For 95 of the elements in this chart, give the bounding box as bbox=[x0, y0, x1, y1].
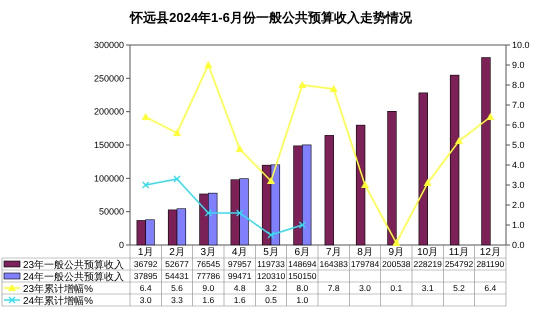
point bbox=[392, 239, 400, 246]
point bbox=[330, 85, 338, 92]
data-label: 3.0 bbox=[359, 283, 372, 293]
data-label: 7.8 bbox=[328, 283, 340, 293]
data-label: 52677 bbox=[165, 259, 190, 269]
y2-tick-label: 10.0 bbox=[512, 40, 530, 50]
x-tick-label: 3月 bbox=[200, 247, 216, 258]
y-tick-label: 150000 bbox=[94, 140, 124, 150]
data-label: 120310 bbox=[256, 271, 286, 281]
y-tick-label: 250000 bbox=[94, 73, 124, 84]
data-label: 254792 bbox=[444, 259, 474, 269]
x-tick-label: 2月 bbox=[169, 247, 185, 258]
point bbox=[298, 81, 306, 88]
point bbox=[361, 181, 369, 188]
x-tick-label: 11月 bbox=[448, 247, 470, 258]
point bbox=[204, 61, 212, 68]
legend-label: 24年累计增幅% bbox=[23, 295, 94, 307]
x-tick-label: 4月 bbox=[232, 247, 248, 258]
bar bbox=[450, 74, 460, 246]
point bbox=[173, 175, 181, 183]
data-label: 1.6 bbox=[202, 295, 215, 305]
legend-label: 23年一般公共预算收入 bbox=[23, 259, 124, 271]
data-label: 3.3 bbox=[171, 295, 184, 305]
data-label: 1.0 bbox=[296, 295, 309, 305]
data-label: 6.4 bbox=[484, 283, 497, 293]
data-label: 54431 bbox=[165, 271, 190, 281]
y2-tick-label: 2.0 bbox=[512, 200, 525, 210]
y-tick-label: 50000 bbox=[98, 206, 124, 217]
bar bbox=[324, 135, 334, 246]
point bbox=[173, 129, 181, 136]
data-label: 3.0 bbox=[140, 295, 152, 305]
data-label: 281190 bbox=[476, 259, 504, 269]
data-label: 76545 bbox=[196, 259, 220, 269]
y2-tick-label: 3.0 bbox=[512, 180, 525, 190]
y2-tick-label: 4.0 bbox=[512, 160, 525, 170]
x-tick-label: 1月 bbox=[138, 247, 154, 258]
x-tick-label: 9月 bbox=[388, 247, 404, 258]
bar bbox=[481, 57, 491, 246]
data-label: 3.2 bbox=[265, 283, 278, 293]
point bbox=[236, 209, 244, 217]
point bbox=[204, 209, 212, 217]
data-label: 37895 bbox=[134, 271, 158, 281]
data-label: 9.0 bbox=[202, 283, 215, 293]
data-label: 0.1 bbox=[390, 283, 403, 293]
y2-tick-label: 0.0 bbox=[512, 240, 525, 250]
x-tick-label: 8月 bbox=[357, 247, 373, 258]
point bbox=[142, 181, 150, 189]
point bbox=[424, 179, 432, 186]
point bbox=[267, 177, 275, 184]
data-label: 36792 bbox=[134, 259, 158, 269]
y2-tick-label: 5.0 bbox=[512, 140, 525, 150]
data-label: 6.4 bbox=[140, 283, 152, 293]
y-tick-label: 0 bbox=[118, 240, 124, 250]
data-label: 3.1 bbox=[422, 283, 434, 293]
x-tick-label: 6月 bbox=[294, 247, 310, 258]
x-tick-label: 5月 bbox=[263, 247, 279, 258]
x-tick-label: 7月 bbox=[326, 247, 342, 258]
x-tick-label: 10月 bbox=[417, 247, 438, 258]
y-tick-label: 200000 bbox=[94, 106, 124, 117]
data-label: 119733 bbox=[257, 259, 286, 269]
data-label: 150150 bbox=[288, 271, 317, 281]
data-label: 8.0 bbox=[296, 283, 309, 293]
y2-tick-label: 1.0 bbox=[512, 220, 525, 230]
data-label: 97957 bbox=[228, 259, 252, 269]
data-label: 200538 bbox=[382, 259, 411, 269]
y2-tick-label: 9.0 bbox=[512, 60, 525, 70]
point bbox=[142, 113, 150, 120]
data-label: 99471 bbox=[228, 271, 252, 281]
point bbox=[267, 231, 275, 239]
data-label: 0.5 bbox=[265, 295, 278, 305]
y2-tick-label: 6.0 bbox=[512, 120, 525, 130]
point bbox=[298, 221, 306, 229]
bar bbox=[387, 111, 397, 246]
chart-title: 怀远县2024年1-6月份一般公共预算收入走势情况 bbox=[129, 10, 413, 25]
x-tick-label: 12月 bbox=[480, 247, 501, 258]
point bbox=[236, 145, 244, 152]
y-tick-label: 300000 bbox=[94, 40, 124, 50]
legend-label: 23年累计增幅% bbox=[23, 283, 94, 295]
point bbox=[455, 137, 463, 144]
legend-label: 24年一般公共预算收入 bbox=[23, 271, 124, 283]
bar bbox=[356, 124, 366, 246]
y2-tick-label: 8.0 bbox=[512, 80, 525, 90]
data-label: 5.2 bbox=[453, 283, 466, 293]
y2-tick-label: 7.0 bbox=[512, 100, 525, 110]
data-label: 179784 bbox=[350, 259, 380, 269]
data-label: 77786 bbox=[196, 271, 220, 281]
y-tick-label: 100000 bbox=[94, 173, 124, 184]
data-label: 164383 bbox=[319, 259, 348, 269]
data-label: 4.8 bbox=[234, 283, 246, 293]
point bbox=[486, 113, 494, 120]
data-label: 228219 bbox=[413, 259, 442, 269]
data-label: 5.6 bbox=[171, 283, 184, 293]
bar bbox=[418, 92, 428, 246]
data-label: 1.6 bbox=[234, 295, 246, 305]
data-label: 148694 bbox=[288, 259, 317, 269]
